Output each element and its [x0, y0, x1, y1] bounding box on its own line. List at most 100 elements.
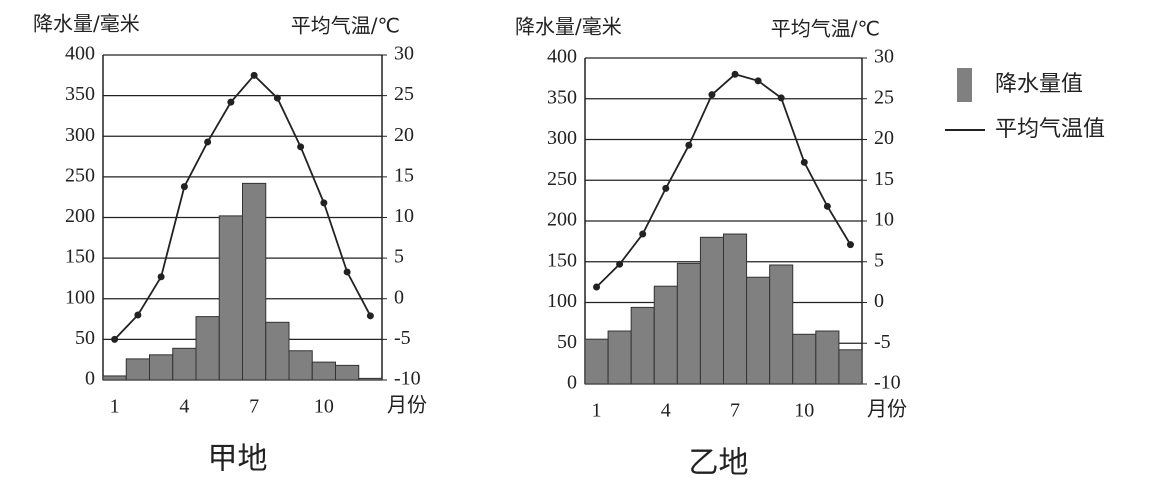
bar [699, 236, 725, 385]
bar [653, 285, 678, 385]
temperature-point [343, 268, 351, 276]
y2-tick-label: -5 [394, 327, 411, 349]
x-tick-label: 10 [794, 400, 814, 422]
bar [358, 377, 383, 381]
y2-axis-label: 平均气温/℃ [291, 14, 400, 38]
y2-tick-label: 10 [874, 209, 894, 231]
y-tick-label: 250 [65, 164, 95, 186]
y2-tick-label: -5 [874, 331, 891, 353]
temperature-point [297, 143, 305, 151]
temperature-point [111, 335, 119, 343]
y2-tick-label: 10 [394, 205, 414, 227]
temperature-point [754, 77, 762, 85]
temperature-point [708, 91, 716, 99]
temperature-point [204, 138, 212, 146]
y2-axis-label: 平均气温/℃ [771, 17, 880, 41]
x-tick-label: 1 [592, 400, 602, 422]
temperature-point [616, 260, 624, 268]
y2-tick-label: 15 [874, 168, 894, 190]
bar [815, 330, 840, 385]
temperature-point [731, 70, 739, 78]
temperature-point [800, 158, 808, 166]
y-tick-label: 300 [547, 127, 577, 149]
temperature-point [685, 141, 693, 149]
y-tick-label: 0 [85, 368, 95, 390]
temperature-point [823, 202, 831, 210]
bar [125, 358, 150, 381]
temperature-line [595, 73, 852, 288]
y-tick-label: 200 [547, 209, 577, 231]
x-axis-label: 月份 [387, 393, 427, 417]
y-tick-label: 100 [65, 286, 95, 308]
y2-tick-label: 0 [394, 286, 404, 308]
bar [265, 321, 290, 381]
temperature-point [180, 183, 188, 191]
x-tick-label: 4 [661, 400, 671, 422]
temperature-point [134, 311, 142, 319]
y2-tick-label: 25 [394, 83, 414, 105]
temperature-point [777, 94, 785, 102]
x-tick-label: 4 [179, 396, 189, 418]
y-tick-label: 400 [547, 46, 577, 68]
y-tick-label: 250 [547, 168, 577, 190]
y2-tick-label: 20 [874, 127, 894, 149]
y-axis-label: 降水量/毫米 [33, 12, 140, 36]
y2-tick-label: 0 [874, 290, 884, 312]
x-tick-label: 7 [249, 396, 259, 418]
bar [838, 349, 863, 385]
bar [172, 347, 197, 381]
y-tick-label: 50 [557, 331, 577, 353]
bar [723, 233, 748, 385]
temperature-point [273, 94, 281, 102]
bar [792, 333, 817, 385]
bar [195, 316, 220, 381]
legend-swatch [957, 68, 972, 102]
y-tick-label: 400 [65, 43, 95, 65]
bar [746, 276, 771, 385]
temperature-point [157, 273, 165, 281]
y-tick-label: 350 [547, 86, 577, 108]
temperature-point [662, 184, 670, 192]
y2-tick-label: 30 [394, 43, 414, 65]
temperature-point [366, 312, 374, 320]
bar [769, 264, 794, 385]
bar [630, 306, 655, 385]
y-tick-label: 200 [65, 205, 95, 227]
bar [102, 375, 127, 381]
y2-tick-label: -10 [394, 368, 421, 390]
temperature-line [113, 74, 372, 340]
bar [676, 262, 701, 385]
bar [149, 354, 174, 381]
x-tick-label: 10 [314, 396, 334, 418]
bar [607, 330, 632, 385]
legend-label: 降水量值 [995, 72, 1083, 97]
y-axis-label: 降水量/毫米 [515, 15, 622, 39]
y-tick-label: 350 [65, 83, 95, 105]
temperature-point [639, 230, 647, 238]
y-tick-label: 150 [547, 249, 577, 271]
bar [311, 361, 336, 381]
y2-tick-label: 20 [394, 124, 414, 146]
y2-tick-label: 15 [394, 164, 414, 186]
y-tick-label: 300 [65, 124, 95, 146]
bar [218, 215, 243, 381]
temperature-point [593, 283, 601, 291]
y2-tick-label: 25 [874, 86, 894, 108]
legend-label: 平均气温值 [995, 117, 1105, 142]
y2-tick-label: -10 [874, 372, 901, 394]
y-tick-label: 0 [567, 372, 577, 394]
x-axis-label: 月份 [867, 397, 907, 421]
temperature-point [227, 98, 235, 106]
chart-title: 乙地 [689, 446, 749, 481]
bar [584, 338, 609, 385]
y-tick-label: 150 [65, 246, 95, 268]
bar [242, 182, 267, 381]
chart-title: 甲地 [208, 442, 268, 477]
temperature-point [320, 199, 328, 207]
y2-tick-label: 30 [874, 46, 894, 68]
bar [288, 350, 313, 381]
x-tick-label: 7 [730, 400, 740, 422]
y2-tick-label: 5 [394, 246, 404, 268]
x-tick-label: 1 [110, 396, 120, 418]
